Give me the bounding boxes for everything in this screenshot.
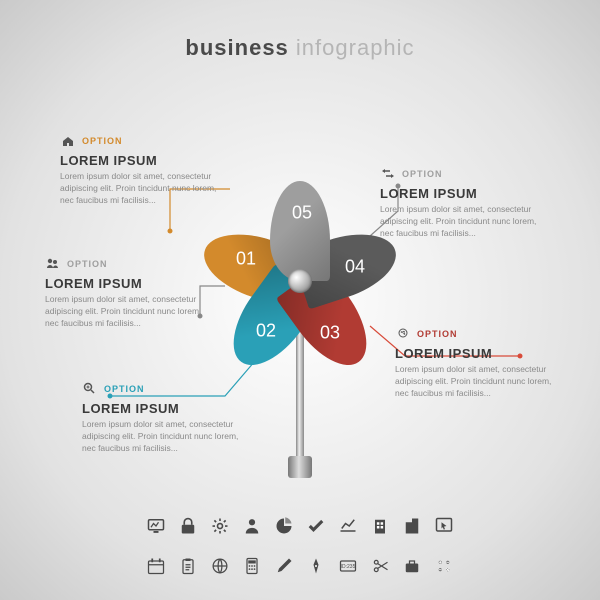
pencil-icon	[272, 554, 296, 578]
zoom-icon	[82, 381, 98, 397]
blade-number-05: 05	[292, 203, 312, 224]
home-icon	[60, 133, 76, 149]
option-opt2: OPTION LOREM IPSUM Lorem ipsum dolor sit a…	[45, 256, 215, 330]
option-heading: LOREM IPSUM	[395, 346, 565, 361]
calendar-icon	[144, 554, 168, 578]
cursor-icon	[432, 514, 456, 538]
title-light: infographic	[296, 35, 415, 60]
id-icon: ID:235	[336, 554, 360, 578]
option-label: OPTION	[45, 256, 215, 272]
option-label-text: OPTION	[417, 329, 458, 339]
option-opt4: OPTION LOREM IPSUM Lorem ipsum dolor sit a…	[380, 166, 550, 240]
monitor-icon	[144, 514, 168, 538]
option-body: Lorem ipsum dolor sit amet, consectetur …	[380, 204, 550, 240]
arrows-icon	[380, 166, 396, 182]
option-heading: LOREM IPSUM	[60, 153, 230, 168]
user-icon	[240, 514, 264, 538]
option-label: OPTION	[380, 166, 550, 182]
pinwheel-hub	[288, 269, 312, 293]
option-label: OPTION	[60, 133, 230, 149]
option-label: OPTION	[395, 326, 565, 342]
option-opt5: OPTION LOREM IPSUM Lorem ipsum dolor sit a…	[395, 326, 565, 400]
lock-icon	[176, 514, 200, 538]
building2-icon	[400, 514, 424, 538]
pen-icon	[304, 554, 328, 578]
calculator-icon	[240, 554, 264, 578]
page-title: business infographic	[0, 0, 600, 61]
blade-number-01: 01	[236, 249, 256, 270]
option-heading: LOREM IPSUM	[380, 186, 550, 201]
option-body: Lorem ipsum dolor sit amet, consectetur …	[45, 294, 215, 330]
title-bold: business	[185, 35, 288, 60]
option-heading: LOREM IPSUM	[82, 401, 252, 416]
infographic-stage: 05 04 03 02 01 OPTION LOREM IPSUM Lorem ipsum …	[0, 61, 600, 491]
option-label-text: OPTION	[402, 169, 443, 179]
briefcase-icon	[400, 554, 424, 578]
chart-icon	[336, 514, 360, 538]
building1-icon	[368, 514, 392, 538]
option-label-text: OPTION	[82, 136, 123, 146]
blade-number-03: 03	[320, 323, 340, 344]
option-body: Lorem ipsum dolor sit amet, consectetur …	[60, 171, 230, 207]
svg-text:ID:235: ID:235	[341, 564, 356, 570]
people-icon	[45, 256, 61, 272]
pie-icon	[272, 514, 296, 538]
clipboard-icon	[176, 554, 200, 578]
option-heading: LOREM IPSUM	[45, 276, 215, 291]
check-icon	[304, 514, 328, 538]
gear-icon	[208, 514, 232, 538]
option-label-text: OPTION	[104, 384, 145, 394]
option-body: Lorem ipsum dolor sit amet, consectetur …	[395, 364, 565, 400]
scissors-icon	[368, 554, 392, 578]
option-body: Lorem ipsum dolor sit amet, consectetur …	[82, 419, 252, 455]
blade-number-02: 02	[256, 321, 276, 342]
calc2-icon	[432, 554, 456, 578]
globe-icon	[208, 554, 232, 578]
head-icon	[395, 326, 411, 342]
blade-number-04: 04	[345, 257, 365, 278]
option-label-text: OPTION	[67, 259, 108, 269]
option-opt1: OPTION LOREM IPSUM Lorem ipsum dolor sit a…	[60, 133, 230, 207]
option-label: OPTION	[82, 381, 252, 397]
icon-strip: ID:235	[0, 514, 600, 578]
option-opt3: OPTION LOREM IPSUM Lorem ipsum dolor sit a…	[82, 381, 252, 455]
